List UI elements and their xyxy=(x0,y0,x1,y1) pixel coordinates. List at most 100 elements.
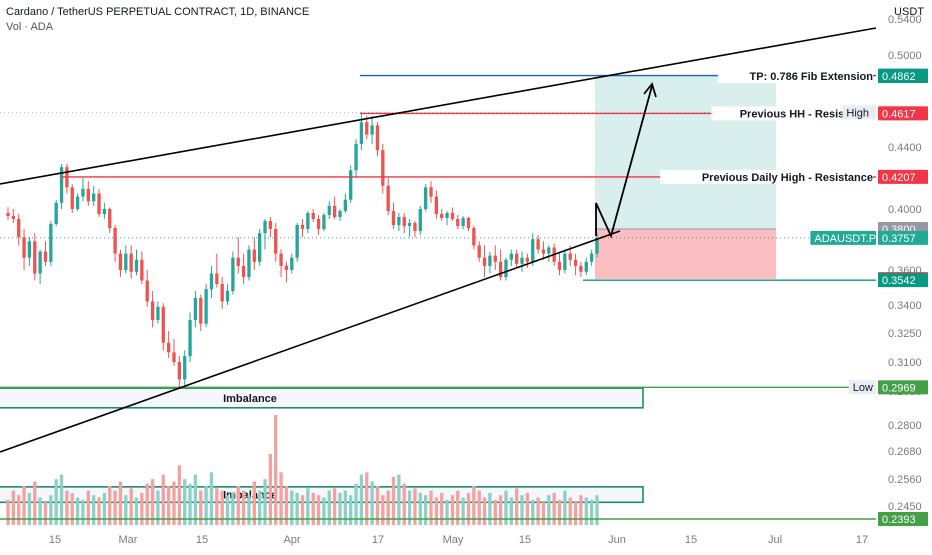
volume-bar xyxy=(370,481,374,525)
imbalance-label: Imbalance xyxy=(223,393,277,405)
volume-bar xyxy=(493,499,497,525)
volume-bar xyxy=(536,497,540,525)
candle-body xyxy=(140,259,144,281)
candle-body xyxy=(327,205,331,215)
volume-bar xyxy=(27,492,32,525)
candle-body xyxy=(258,233,262,262)
x-tick-label: 15 xyxy=(685,534,697,546)
price-tag-box xyxy=(842,105,876,120)
volume-bar xyxy=(108,486,112,525)
volume-bar xyxy=(557,499,562,525)
candle-body xyxy=(466,218,471,228)
volume-bar xyxy=(199,490,203,525)
price-tag-label: ADAUSDT.P xyxy=(814,233,876,245)
annotation-label: TP: 0.786 Fib Extension xyxy=(750,71,874,83)
candle-body xyxy=(145,280,149,302)
y-tick-label: 0.2800 xyxy=(888,420,922,432)
candle-body xyxy=(525,257,530,262)
volume-bar xyxy=(156,490,160,525)
volume-bar xyxy=(589,499,594,525)
candle-body xyxy=(225,291,230,302)
price-label-box xyxy=(878,69,928,84)
candle-body xyxy=(252,249,256,262)
annotation-label: Previous HH - Resistance xyxy=(740,108,873,120)
candle-body xyxy=(365,122,369,135)
axis-unit-label[interactable]: USDT xyxy=(894,6,924,18)
volume-bar xyxy=(520,495,524,525)
volume-bar xyxy=(134,497,139,525)
volume-bar xyxy=(332,488,337,525)
volume-bar xyxy=(343,490,347,525)
x-tick-label: Mar xyxy=(119,534,138,546)
price-tag-label: High xyxy=(846,107,869,119)
projection-arrowhead xyxy=(643,82,657,98)
price-label: 0.2969 xyxy=(882,382,916,394)
volume-bar xyxy=(359,474,364,525)
candle-body xyxy=(17,219,21,238)
candle-body xyxy=(220,284,224,302)
volume-bar xyxy=(365,472,369,525)
volume-bar xyxy=(263,479,267,525)
candle-body xyxy=(81,188,85,197)
candle-body xyxy=(536,239,540,250)
candle-body xyxy=(43,251,48,262)
candle-body xyxy=(70,187,74,209)
volume-bar xyxy=(140,492,144,525)
candle-body xyxy=(477,245,481,258)
candle-body xyxy=(397,217,401,225)
annotation-backing xyxy=(711,106,873,121)
candle-body xyxy=(118,253,123,270)
volume-bar xyxy=(584,497,588,525)
candle-body xyxy=(86,188,90,202)
volume-bar xyxy=(59,474,64,525)
volume-bar xyxy=(316,495,321,525)
candle-body xyxy=(450,213,455,219)
candle-body xyxy=(482,257,487,266)
volume-bar xyxy=(563,490,567,525)
volume-bar xyxy=(86,490,90,525)
candle-body xyxy=(134,259,139,272)
volume-bar xyxy=(166,486,171,525)
candle-body xyxy=(129,253,133,272)
volume-bar xyxy=(445,499,449,525)
candle-body xyxy=(509,253,513,260)
candle-body xyxy=(268,221,273,229)
candle-body xyxy=(520,257,524,264)
candle-body xyxy=(290,257,294,270)
candle-body xyxy=(284,265,289,270)
candle-body xyxy=(557,261,562,270)
volume-bar xyxy=(290,490,294,525)
candle-body xyxy=(59,167,64,203)
candle-body xyxy=(338,211,342,217)
candle-body xyxy=(354,143,358,171)
y-tick-label: 0.3250 xyxy=(888,328,922,340)
candle-body xyxy=(359,122,364,144)
volume-bar xyxy=(38,497,42,525)
y-tick-label: 0.2680 xyxy=(888,446,922,458)
volume-bar xyxy=(381,495,385,525)
volume-bar xyxy=(183,479,187,525)
volume-bar xyxy=(515,488,519,525)
volume-bar xyxy=(145,483,149,525)
volume-indicator-label: Vol · ADA xyxy=(6,21,54,33)
price-label-box xyxy=(878,106,928,121)
candle-body xyxy=(332,205,337,217)
volume-bar xyxy=(547,495,551,525)
price-label: 0.3542 xyxy=(882,275,916,287)
price-tag-box xyxy=(810,230,876,245)
volume-bar xyxy=(300,495,305,525)
volume-bar xyxy=(284,486,289,525)
volume-bar xyxy=(268,453,273,525)
volume-bar xyxy=(11,490,16,525)
price-label-box xyxy=(878,380,928,395)
candle-body xyxy=(236,257,240,266)
candle-body xyxy=(215,273,219,284)
candle-body xyxy=(300,225,305,229)
lower-trendline xyxy=(0,230,621,453)
candle-body xyxy=(386,185,390,211)
candle-body xyxy=(231,257,235,291)
price-label-box xyxy=(878,169,928,184)
candle-body xyxy=(306,213,310,229)
candle-body xyxy=(113,228,117,254)
